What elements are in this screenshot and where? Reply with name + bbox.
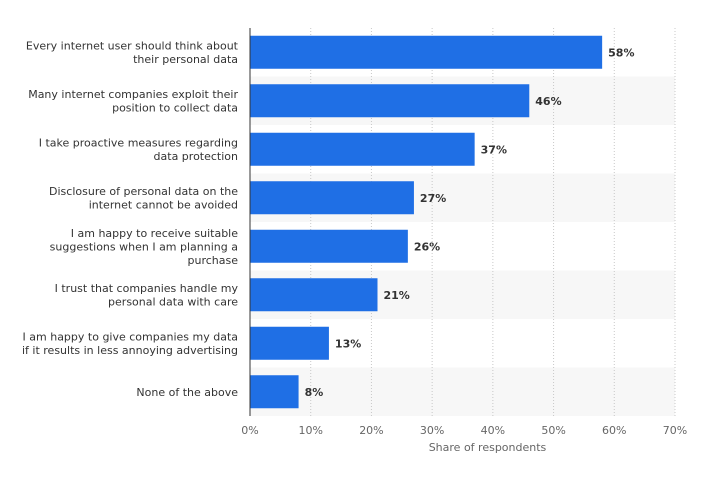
x-tick-label: 20% (359, 424, 383, 437)
category-label: I trust that companies handle my personal… (55, 282, 239, 309)
x-tick-label: 0% (241, 424, 258, 437)
category-label: I take proactive measures regarding data … (39, 137, 238, 164)
data-label: 8% (305, 386, 324, 399)
data-label: 27% (420, 192, 446, 205)
x-tick-label: 70% (663, 424, 687, 437)
x-tick-label: 30% (420, 424, 444, 437)
category-labels: Every internet user should think about th… (22, 40, 239, 399)
bar (250, 278, 378, 312)
bar (250, 132, 475, 166)
x-axis-title: Share of respondents (429, 441, 547, 454)
bar (250, 84, 530, 118)
x-tick-label: 60% (602, 424, 626, 437)
row-band (250, 367, 675, 416)
x-tick-label: 10% (298, 424, 322, 437)
category-label: Many internet companies exploit their pos… (28, 88, 238, 115)
data-label: 37% (481, 143, 507, 156)
data-label: 26% (414, 240, 440, 253)
data-label: 58% (608, 46, 634, 59)
category-label: Disclosure of personal data on the intern… (49, 185, 238, 212)
bar (250, 181, 414, 215)
bar (250, 326, 329, 360)
category-label: I am happy to give companies my data if i… (22, 331, 238, 358)
data-label: 13% (335, 337, 361, 350)
data-labels: 58% 46% 37% 27% 26% 21% 13% 8% (305, 46, 635, 399)
x-tick-label: 50% (541, 424, 565, 437)
data-label: 21% (384, 289, 410, 302)
bar (250, 35, 603, 69)
bar (250, 375, 299, 409)
x-tick-label: 40% (481, 424, 505, 437)
x-tick-labels: 0% 10% 20% 30% 40% 50% 60% 70% (241, 424, 687, 437)
data-label: 46% (535, 95, 561, 108)
category-label: Every internet user should think about th… (26, 40, 239, 67)
category-label: None of the above (136, 386, 238, 399)
bar (250, 229, 408, 263)
category-label: I am happy to receive suitable suggestion… (50, 227, 239, 267)
bars (250, 35, 603, 409)
